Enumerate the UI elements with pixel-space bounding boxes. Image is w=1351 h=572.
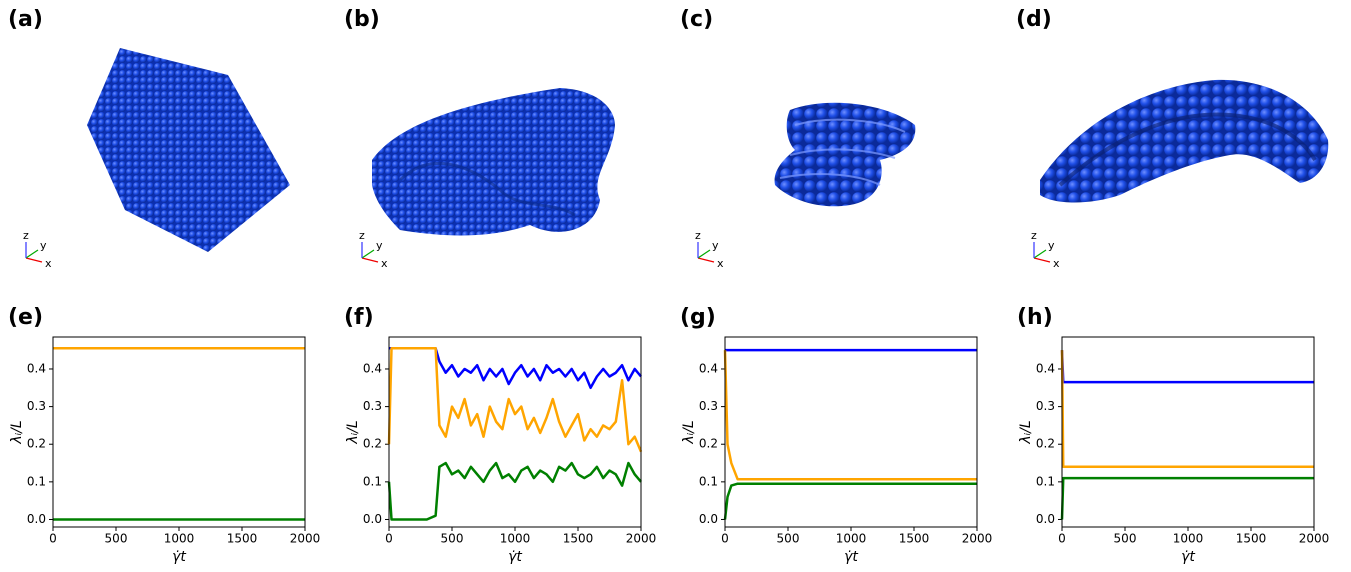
x-tick-label: 1000: [836, 532, 867, 546]
triad-label: y: [40, 239, 47, 252]
data-line: [389, 348, 641, 451]
render-b: [372, 88, 615, 235]
triad-label: z: [695, 229, 701, 242]
x-tick-label: 500: [777, 532, 800, 546]
triad-label: y: [1048, 239, 1055, 252]
x-tick-label: 500: [441, 532, 464, 546]
triad-x: [26, 258, 42, 262]
y-tick-label: 0.3: [27, 399, 46, 413]
x-axis-label: γ̇t: [172, 549, 186, 565]
y-tick-label: 0.0: [1036, 512, 1055, 526]
panel-label: (c): [680, 7, 713, 32]
triad-y: [362, 250, 374, 258]
y-axis-label: λᵢ/L: [345, 420, 361, 444]
y-tick-label: 0.1: [363, 474, 382, 488]
panel-label: (d): [1016, 7, 1052, 32]
x-tick-label: 1000: [500, 532, 531, 546]
y-tick-label: 0.4: [1036, 361, 1055, 375]
triad-label: y: [712, 239, 719, 252]
x-tick-label: 0: [49, 532, 57, 546]
triad-label: x: [717, 257, 724, 270]
triad-label: z: [359, 229, 365, 242]
triad-label: y: [376, 239, 383, 252]
y-tick-label: 0.4: [699, 361, 718, 375]
y-tick-label: 0.1: [27, 474, 46, 488]
y-tick-label: 0.0: [363, 512, 382, 526]
plot-frame: [1062, 337, 1314, 527]
x-tick-label: 1000: [164, 532, 195, 546]
x-tick-label: 0: [1058, 532, 1066, 546]
plot-frame: [53, 337, 305, 527]
triad-label: x: [45, 257, 52, 270]
y-tick-label: 0.0: [699, 512, 718, 526]
y-axis-label: λᵢ/L: [681, 420, 697, 444]
y-tick-label: 0.1: [1036, 474, 1055, 488]
x-axis-label: γ̇t: [1181, 549, 1195, 565]
y-tick-label: 0.2: [363, 437, 382, 451]
panel-label: (b): [344, 7, 380, 32]
render-d: [1040, 80, 1328, 203]
panel-label: (e): [8, 305, 43, 330]
x-tick-label: 500: [105, 532, 128, 546]
triad-x: [1034, 258, 1050, 262]
triad-x: [698, 258, 714, 262]
y-tick-label: 0.3: [1036, 399, 1055, 413]
x-axis-label: γ̇t: [508, 549, 522, 565]
x-tick-label: 1500: [563, 532, 594, 546]
triad-label: x: [381, 257, 388, 270]
data-line: [1062, 478, 1314, 519]
x-tick-label: 1500: [899, 532, 930, 546]
data-line: [725, 484, 977, 520]
data-line: [389, 348, 641, 388]
x-tick-label: 2000: [962, 532, 993, 546]
x-tick-label: 500: [1114, 532, 1137, 546]
y-tick-label: 0.4: [27, 361, 46, 375]
x-tick-label: 1500: [227, 532, 258, 546]
y-tick-label: 0.0: [27, 512, 46, 526]
triad-y: [1034, 250, 1046, 258]
triad-y: [698, 250, 710, 258]
x-axis-label: γ̇t: [844, 549, 858, 565]
data-line: [725, 350, 977, 479]
data-line: [389, 463, 641, 519]
y-tick-label: 0.4: [363, 361, 382, 375]
y-tick-label: 0.3: [363, 399, 382, 413]
y-tick-label: 0.2: [699, 437, 718, 451]
data-line: [1062, 350, 1314, 467]
plot-frame: [389, 337, 641, 527]
plot-frame: [725, 337, 977, 527]
triad-y: [26, 250, 38, 258]
y-axis-label: λᵢ/L: [1018, 420, 1034, 444]
data-line: [1062, 350, 1314, 382]
x-tick-label: 0: [385, 532, 393, 546]
figure: (a)xyz(b)xyz(c)xyz(d)xyz(e)0.00.10.20.30…: [0, 0, 1351, 572]
panel-label: (f): [344, 305, 374, 330]
triad-label: z: [1031, 229, 1037, 242]
x-tick-label: 2000: [626, 532, 657, 546]
panel-label: (g): [680, 305, 716, 330]
x-tick-label: 1000: [1173, 532, 1204, 546]
x-tick-label: 2000: [1299, 532, 1330, 546]
panel-label: (h): [1017, 305, 1053, 330]
x-tick-label: 0: [721, 532, 729, 546]
y-tick-label: 0.1: [699, 474, 718, 488]
y-tick-label: 0.2: [27, 437, 46, 451]
panel-label: (a): [8, 7, 43, 32]
triad-label: z: [23, 229, 29, 242]
triad-x: [362, 258, 378, 262]
x-tick-label: 2000: [290, 532, 321, 546]
y-tick-label: 0.2: [1036, 437, 1055, 451]
triad-label: x: [1053, 257, 1060, 270]
y-tick-label: 0.3: [699, 399, 718, 413]
render-a: [87, 48, 290, 252]
x-tick-label: 1500: [1236, 532, 1267, 546]
y-axis-label: λᵢ/L: [9, 420, 25, 444]
